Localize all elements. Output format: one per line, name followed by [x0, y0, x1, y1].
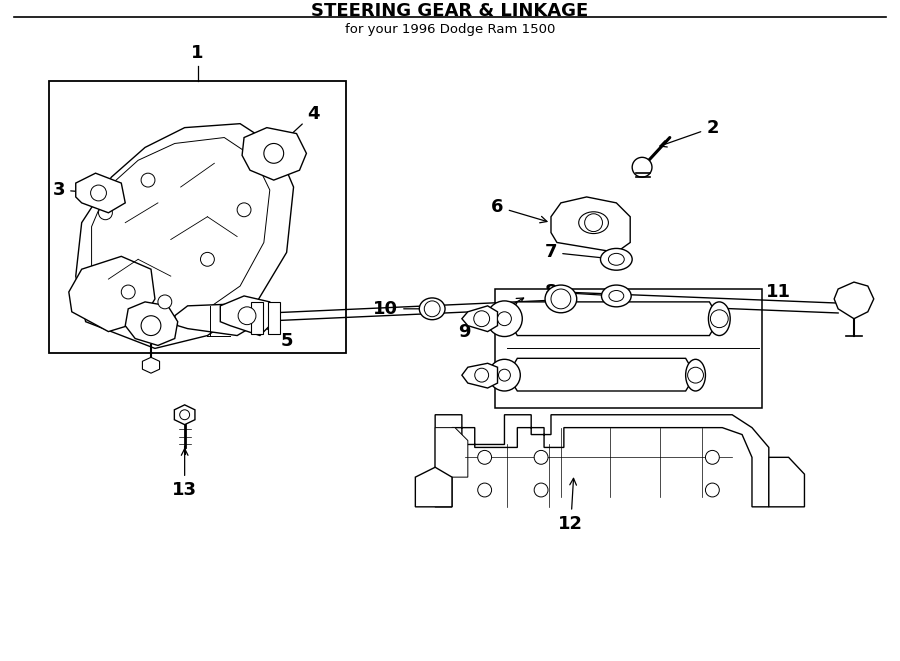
- Polygon shape: [220, 296, 274, 336]
- Circle shape: [632, 157, 652, 177]
- Polygon shape: [76, 173, 125, 213]
- Polygon shape: [142, 358, 159, 373]
- Polygon shape: [242, 128, 306, 180]
- Circle shape: [706, 483, 719, 497]
- Text: 4: 4: [277, 104, 320, 147]
- Circle shape: [487, 301, 522, 336]
- Text: 10: 10: [374, 300, 428, 318]
- Circle shape: [489, 360, 520, 391]
- Bar: [495, 289, 762, 408]
- Polygon shape: [462, 364, 498, 388]
- Circle shape: [91, 185, 106, 201]
- Text: 1: 1: [192, 44, 203, 62]
- Text: 11: 11: [766, 283, 791, 301]
- Circle shape: [706, 450, 719, 464]
- Circle shape: [478, 450, 491, 464]
- Polygon shape: [834, 282, 874, 319]
- Text: 9: 9: [459, 298, 524, 340]
- Text: 7: 7: [544, 243, 612, 262]
- Text: for your 1996 Dodge Ram 1500: for your 1996 Dodge Ram 1500: [345, 23, 555, 36]
- Polygon shape: [251, 302, 263, 334]
- Polygon shape: [769, 457, 805, 507]
- Circle shape: [475, 368, 489, 382]
- Text: 3: 3: [53, 181, 94, 199]
- Bar: [49, 81, 346, 354]
- Circle shape: [264, 143, 284, 163]
- Circle shape: [180, 410, 190, 420]
- Ellipse shape: [708, 302, 730, 336]
- Circle shape: [98, 206, 112, 219]
- Circle shape: [498, 312, 511, 326]
- Polygon shape: [462, 306, 498, 332]
- Polygon shape: [508, 358, 696, 391]
- Text: 2: 2: [660, 118, 718, 147]
- Circle shape: [688, 368, 704, 383]
- Circle shape: [473, 311, 490, 327]
- Circle shape: [238, 307, 256, 325]
- Text: 8: 8: [544, 283, 612, 301]
- Ellipse shape: [601, 285, 631, 307]
- Polygon shape: [92, 137, 270, 329]
- Polygon shape: [435, 428, 468, 477]
- Ellipse shape: [579, 212, 608, 233]
- Polygon shape: [175, 405, 195, 424]
- Circle shape: [141, 173, 155, 187]
- Ellipse shape: [686, 360, 706, 391]
- Polygon shape: [76, 124, 293, 348]
- Circle shape: [201, 253, 214, 266]
- Ellipse shape: [600, 249, 632, 270]
- Polygon shape: [68, 256, 155, 332]
- Ellipse shape: [608, 253, 625, 265]
- Text: 13: 13: [172, 449, 197, 499]
- Polygon shape: [415, 467, 452, 507]
- Text: STEERING GEAR & LINKAGE: STEERING GEAR & LINKAGE: [311, 2, 589, 20]
- Circle shape: [478, 483, 491, 497]
- Polygon shape: [551, 197, 630, 253]
- Circle shape: [141, 316, 161, 336]
- Circle shape: [710, 310, 728, 328]
- Circle shape: [551, 289, 571, 309]
- Circle shape: [122, 285, 135, 299]
- Circle shape: [237, 203, 251, 217]
- Ellipse shape: [419, 298, 445, 320]
- Polygon shape: [508, 302, 719, 336]
- Circle shape: [499, 369, 510, 381]
- Polygon shape: [268, 302, 280, 334]
- Polygon shape: [175, 304, 254, 336]
- Circle shape: [158, 295, 172, 309]
- Circle shape: [535, 450, 548, 464]
- Ellipse shape: [545, 285, 577, 313]
- Text: 6: 6: [491, 198, 547, 223]
- Text: 5: 5: [250, 318, 292, 350]
- Polygon shape: [125, 302, 177, 346]
- Circle shape: [585, 214, 602, 231]
- Circle shape: [535, 483, 548, 497]
- Polygon shape: [435, 414, 769, 507]
- Ellipse shape: [609, 290, 624, 301]
- Text: 12: 12: [558, 479, 583, 533]
- Circle shape: [424, 301, 440, 317]
